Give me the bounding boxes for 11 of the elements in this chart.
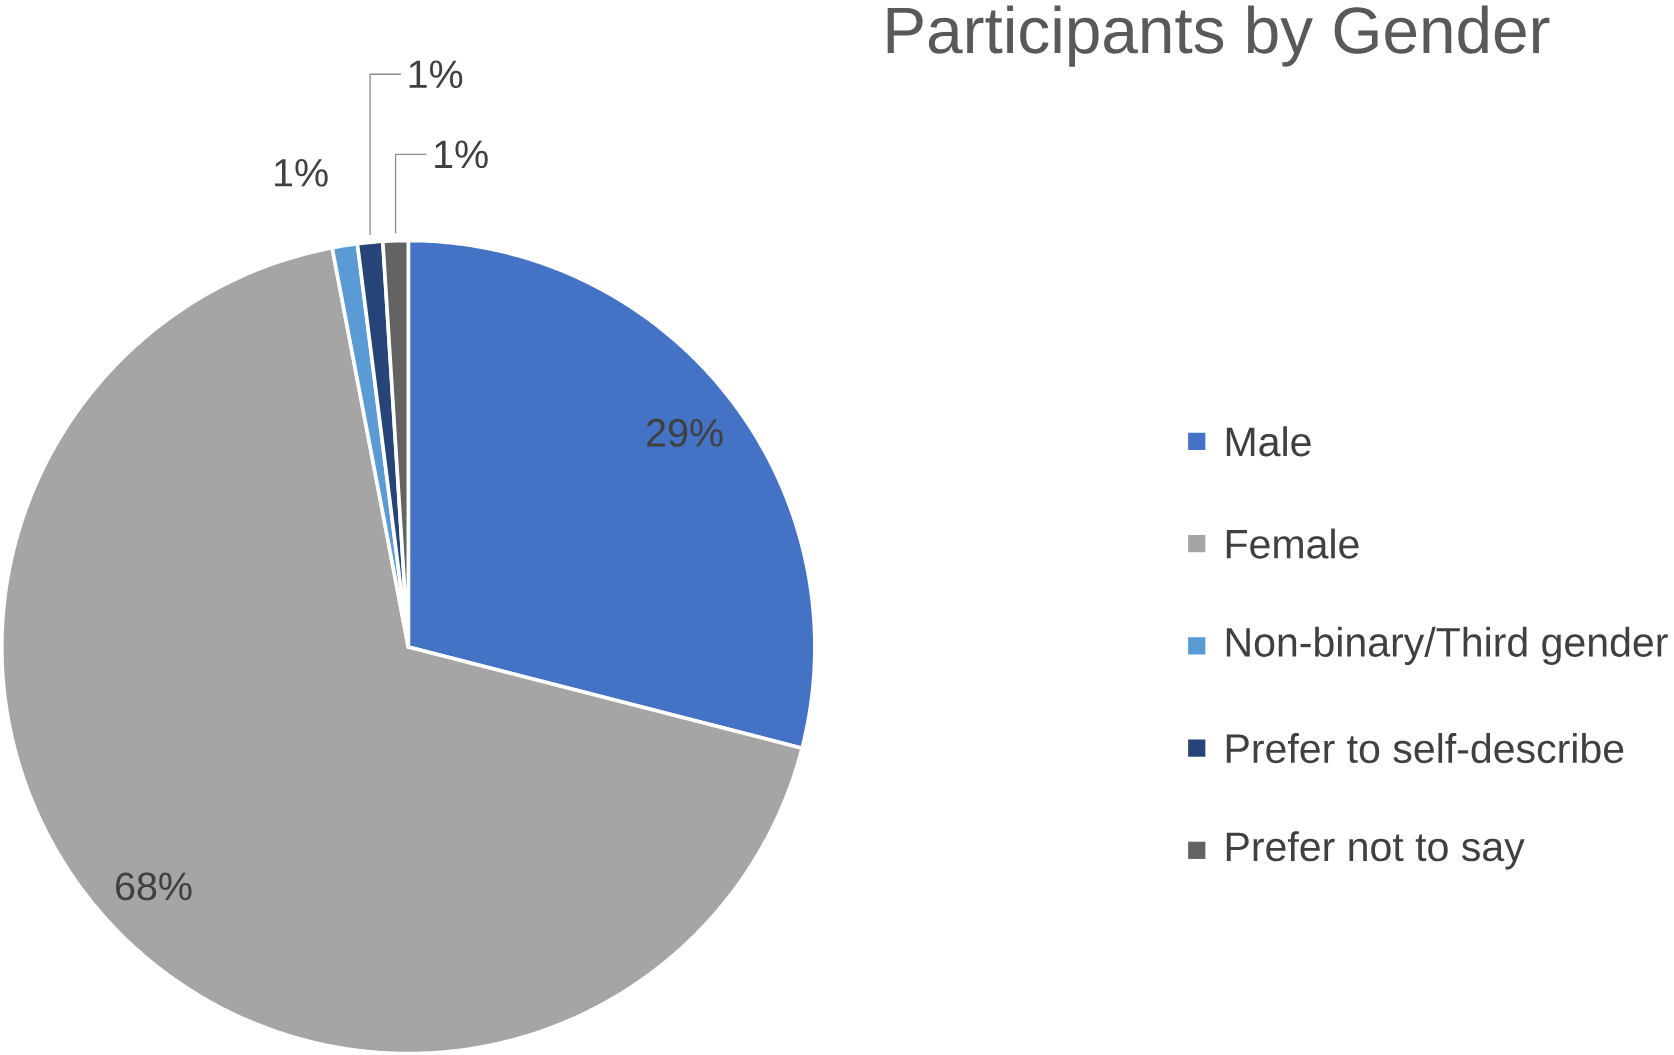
legend-label: Male <box>1226 426 1311 457</box>
legend-label: Non-binary/Third gender <box>1226 626 1668 665</box>
legend-label: Prefer not to say <box>1226 831 1525 870</box>
legend-label: Prefer to self-describe <box>1226 732 1624 763</box>
legend-label: Female <box>1226 528 1359 559</box>
data-label: 1% <box>409 60 463 88</box>
chart-title: Participants by Gender <box>887 5 1550 67</box>
data-label: 1% <box>435 140 488 168</box>
data-label: 29% <box>647 418 723 447</box>
data-label: 68% <box>116 872 192 901</box>
data-label: 1% <box>275 158 328 187</box>
